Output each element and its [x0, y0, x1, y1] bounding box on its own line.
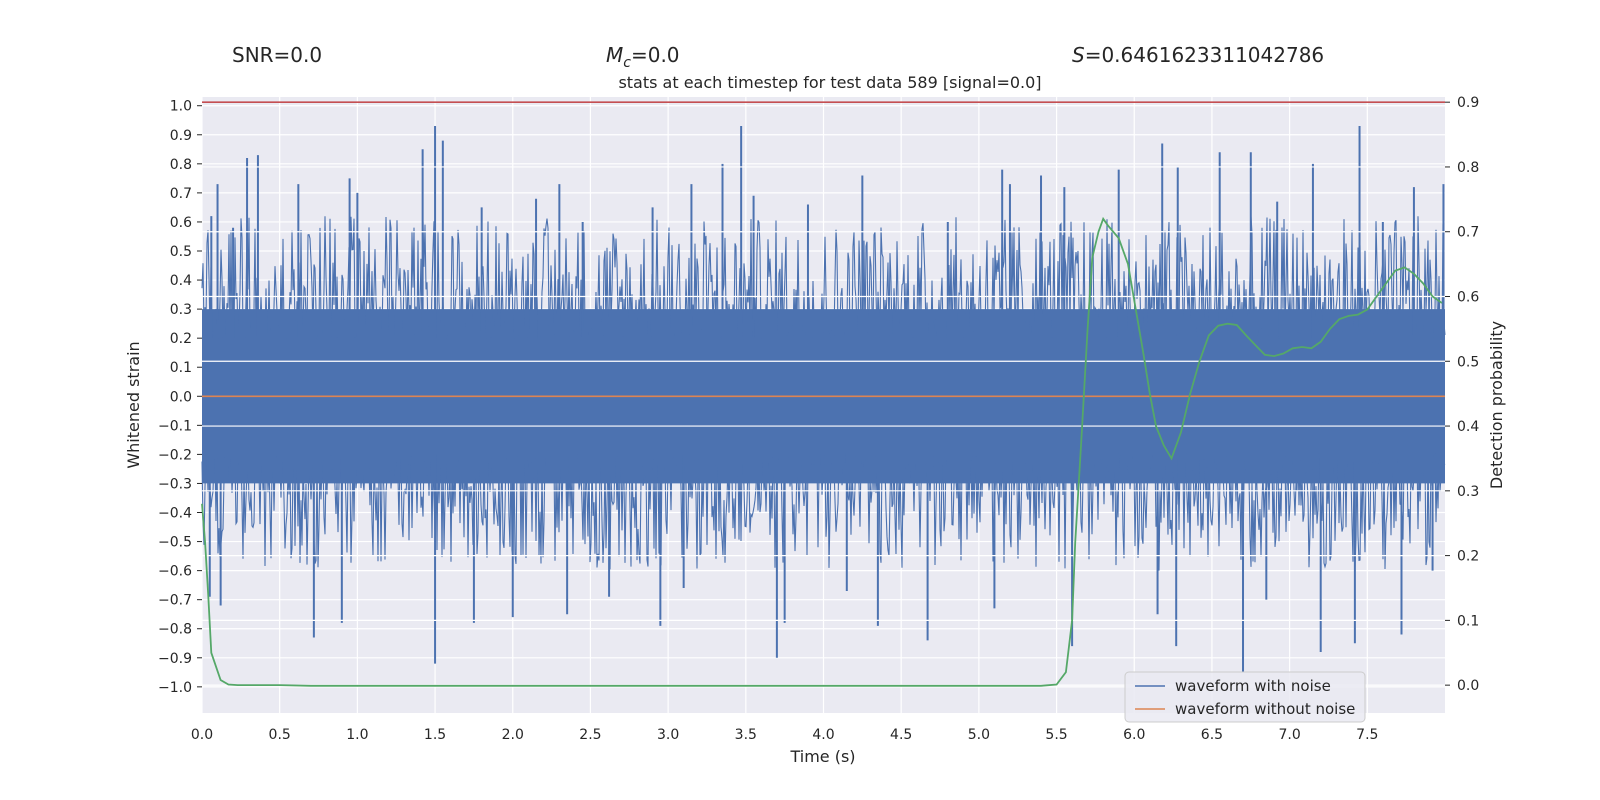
left-y-tick-label: 0.3 — [170, 302, 192, 318]
right-y-axis-ticks: 0.9 0.8 0.7 0.6 0.5 0.4 0.3 0.2 0.1 0.0 — [1445, 95, 1479, 694]
x-axis-ticks: 0.0 0.5 1.0 1.5 2.0 2.5 3.0 3.5 4.0 4.5 5.0 5.5 6.0 6… — [191, 727, 1379, 743]
legend: waveform with noise waveform without noi… — [1124, 671, 1366, 723]
x-tick-label: 0.0 — [191, 727, 213, 743]
left-y-tick-label: 1.0 — [170, 99, 192, 115]
left-y-tick-label: −0.6 — [158, 564, 192, 580]
s-statistic-label: S=0.6461623311042786 — [1072, 43, 1324, 67]
waveform-upper-envelope — [201, 216, 1446, 340]
legend-label-waveform-without-noise: waveform without noise — [1175, 700, 1355, 718]
x-tick-label: 7.0 — [1278, 727, 1300, 743]
left-y-tick-label: 0.0 — [170, 389, 192, 405]
left-y-tick-label: −1.0 — [158, 680, 192, 696]
overlay-series — [201, 101, 1445, 687]
chirp-mass-label: Mc=0.0 — [606, 43, 680, 71]
x-tick-label: 7.5 — [1356, 727, 1378, 743]
right-y-tick-label: 0.4 — [1457, 419, 1479, 435]
left-y-tick-label: −0.2 — [158, 447, 192, 463]
x-tick-label: 1.5 — [424, 727, 446, 743]
x-tick-label: 4.0 — [812, 727, 834, 743]
x-tick-label: 5.0 — [968, 727, 990, 743]
right-y-tick-label: 0.0 — [1457, 678, 1479, 694]
left-y-tick-label: −0.1 — [158, 418, 192, 434]
x-tick-label: 2.0 — [502, 727, 524, 743]
right-y-tick-label: 0.2 — [1457, 549, 1479, 565]
left-y-tick-label: −0.9 — [158, 651, 192, 667]
x-axis-label: Time (s) — [789, 747, 855, 766]
right-y-tick-label: 0.3 — [1457, 484, 1479, 500]
left-y-tick-label: 0.9 — [170, 128, 192, 144]
x-tick-label: 3.5 — [735, 727, 757, 743]
detection-probability-line — [201, 216, 1443, 687]
left-y-tick-label: 0.7 — [170, 186, 192, 202]
x-tick-label: 5.5 — [1045, 727, 1067, 743]
left-y-tick-label: 0.4 — [170, 273, 192, 289]
x-tick-label: 6.5 — [1201, 727, 1223, 743]
right-y-tick-label: 0.6 — [1457, 290, 1479, 306]
snr-label: SNR=0.0 — [232, 43, 322, 67]
left-y-tick-label: 0.2 — [170, 331, 192, 347]
left-y-tick-label: −0.7 — [158, 593, 192, 609]
left-y-tick-label: 0.8 — [170, 157, 192, 173]
x-tick-label: 4.5 — [890, 727, 912, 743]
legend-label-waveform-with-noise: waveform with noise — [1175, 677, 1331, 695]
right-y-tick-label: 0.9 — [1457, 95, 1479, 111]
x-tick-label: 1.0 — [346, 727, 368, 743]
left-y-tick-label: −0.4 — [158, 506, 192, 522]
left-y-tick-label: 0.6 — [170, 215, 192, 231]
right-y-tick-label: 0.7 — [1457, 225, 1479, 241]
right-y-tick-label: 0.8 — [1457, 160, 1479, 176]
x-tick-label: 3.0 — [657, 727, 679, 743]
chart-title: stats at each timestep for test data 589… — [618, 73, 1041, 92]
left-y-tick-label: −0.8 — [158, 622, 192, 638]
left-y-tick-label: −0.5 — [158, 535, 192, 551]
left-y-tick-label: 0.1 — [170, 360, 192, 376]
x-tick-label: 6.0 — [1123, 727, 1145, 743]
waveform-lower-envelope — [201, 452, 1446, 571]
x-tick-label: 0.5 — [269, 727, 291, 743]
left-y-axis-label: Whitened strain — [124, 341, 143, 468]
left-y-tick-label: 0.5 — [170, 244, 192, 260]
right-y-tick-label: 0.5 — [1457, 354, 1479, 370]
legend-box — [1124, 671, 1366, 723]
right-y-axis-label: Detection probability — [1487, 321, 1506, 489]
left-y-axis-ticks: 1.0 0.9 0.8 0.7 0.6 0.5 0.4 0.3 0.2 0.1 0.0 −0.1 −0.… — [158, 99, 202, 696]
x-tick-label: 2.5 — [579, 727, 601, 743]
left-y-tick-label: −0.3 — [158, 476, 192, 492]
right-y-tick-label: 0.1 — [1457, 613, 1479, 629]
